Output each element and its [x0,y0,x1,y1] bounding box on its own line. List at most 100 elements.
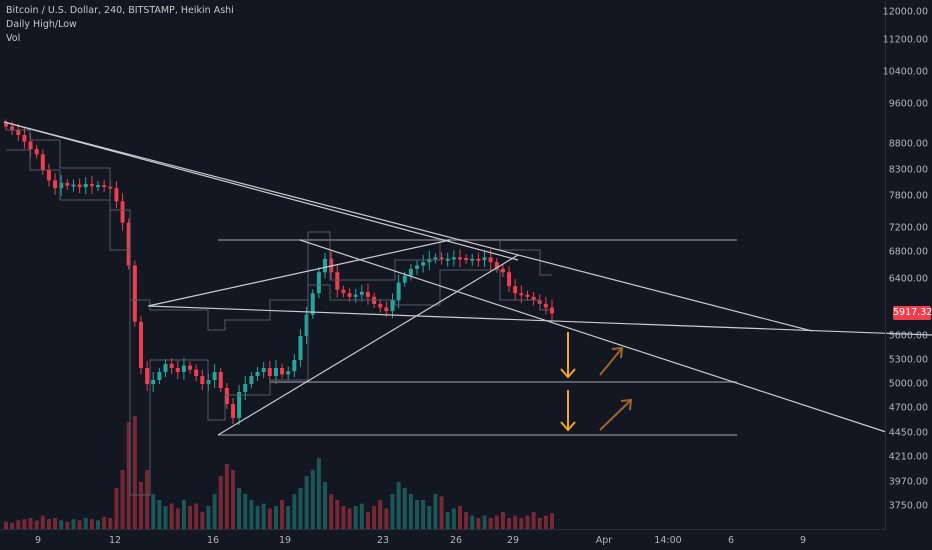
trend-line [3,121,519,261]
candle-body [433,257,438,260]
price-tick-label: 5300.00 [888,354,928,366]
price-tick-label: 6400.00 [888,273,928,285]
volume-bar [22,519,27,530]
candle-body [114,188,119,202]
candle-body [188,365,193,370]
volume-bar [286,506,291,530]
volume-bar [427,506,432,530]
price-tick-label: 8800.00 [888,138,928,150]
volume-bar [494,515,499,530]
time-tick-label: 12 [108,535,122,546]
volume-bar [46,519,51,530]
volume-bar [120,470,125,530]
volume-bar [151,494,156,530]
volume-bar [102,516,107,530]
volume-bar [525,515,530,530]
volume-bar [16,520,21,530]
volume-bar [83,518,88,530]
candle-body [365,291,370,297]
candle-body [230,404,235,418]
volume-bar [531,512,536,530]
candle-body [22,135,27,142]
candle-body [316,272,321,294]
trend-line [147,239,451,307]
candle-body [34,149,39,155]
candle-body [71,184,76,187]
candle-body [359,291,364,295]
candle-body [323,258,328,273]
volume-bar [108,518,113,530]
volume-bar [28,518,33,530]
candle-body [273,368,278,376]
volume-bar [396,482,401,530]
candle-body [151,380,156,384]
volume-bar [194,503,199,530]
volume-bar [65,521,70,530]
last-price-label: 5917.32 [893,306,932,321]
volume-bar [59,520,64,530]
candle-body [10,126,15,130]
volume-bar [169,503,174,530]
time-tick-label: 29 [506,535,520,546]
candle-body [53,180,58,189]
candle-body [120,201,125,223]
price-tick-label: 5600.00 [888,330,928,342]
candle-body [96,185,101,188]
candle-body [415,265,420,269]
candle-body [224,388,229,404]
legend-indicator-volume[interactable]: Vol [6,33,21,44]
candle-body [194,369,199,376]
up-right-arrow-icon [599,347,623,376]
price-tick-label: 5000.00 [888,378,928,390]
volume-bar [519,518,524,530]
candle-body [304,314,309,336]
volume-bar [4,521,8,530]
time-tick-label: 19 [278,535,292,546]
candle-body [335,272,340,290]
trend-line [147,305,932,336]
candle-body [126,222,131,266]
volume-bar [89,519,94,530]
daily-low-line [6,149,552,496]
volume-bar [347,508,352,530]
candle-body [212,372,217,380]
volume-bar [470,515,475,530]
volume-bar [378,500,383,530]
price-tick-label: 3970.00 [888,476,928,488]
volume-bar [126,422,131,530]
volume-bar [500,512,505,530]
candle-body [40,154,45,170]
volume-bar [145,470,150,530]
legend-symbol[interactable]: Bitcoin / U.S. Dollar, 240, BITSTAMP, He… [6,5,234,16]
price-tick-label: 12000.00 [882,6,928,18]
price-tick-label: 4210.00 [888,451,928,463]
volume-bar [243,494,248,530]
candle-body [267,368,272,376]
candle-body [132,265,137,322]
price-axis[interactable]: 12000.00 11200.00 10400.00 9600.00 8800.00 83… [882,0,932,530]
candle-body [513,286,518,294]
time-axis[interactable]: 9 12 16 19 23 26 29 Apr 14:00 6 9 [0,529,886,550]
volume-bar [359,503,364,530]
volume-bar [224,464,229,530]
volume-bar [280,500,285,530]
trend-line [3,121,813,332]
time-tick-label: 6 [727,535,735,546]
up-right-arrow-icon [599,399,632,431]
volume-bar [96,520,101,530]
price-tick-label: 11200.00 [882,34,928,46]
volume-bar [384,508,389,530]
candle-body [218,372,223,388]
legend-indicator-high-low[interactable]: Daily High/Low [6,19,77,30]
price-tick-label: 8300.00 [888,164,928,176]
candle-body [439,257,444,260]
up-right-arrow-icon [611,346,624,359]
volume-bar [390,494,395,530]
volume-bar [163,506,168,530]
volume-bar [329,494,334,530]
trend-line [217,254,519,436]
candle-body [482,257,487,261]
volume-bar [415,500,420,530]
volume-bar [353,506,358,530]
